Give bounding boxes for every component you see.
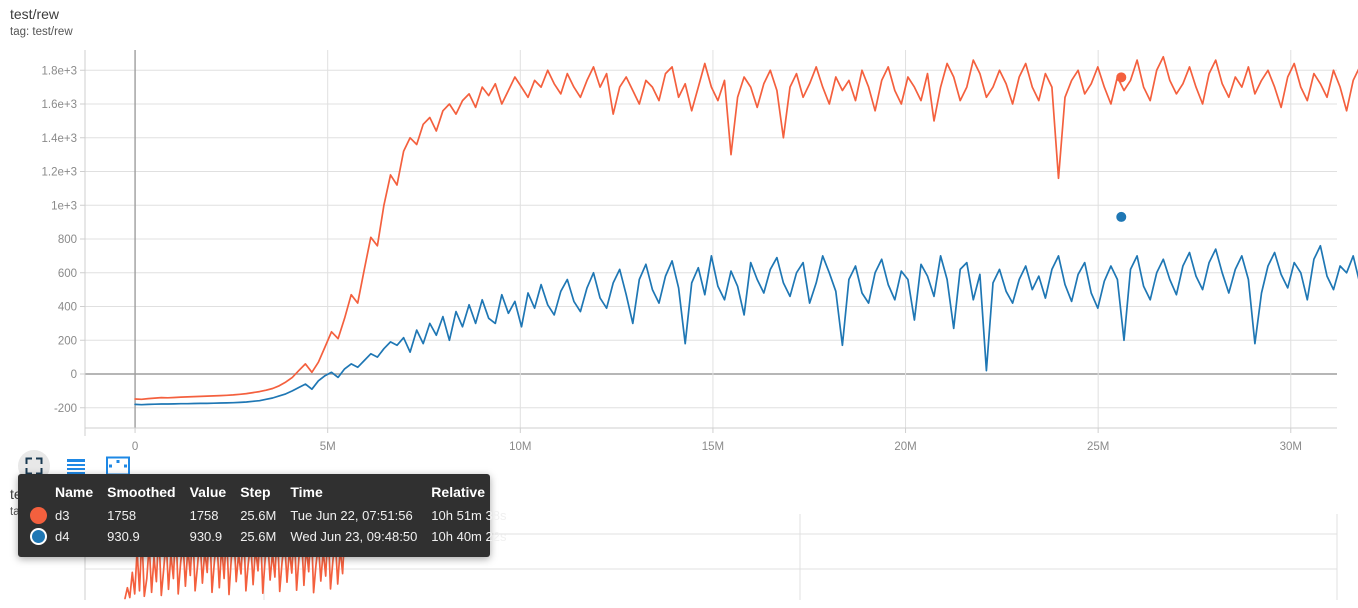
tooltip-th-relative: Relative bbox=[431, 484, 485, 500]
tooltip-cell-relative: 10h 40m 22s bbox=[431, 529, 507, 544]
x-tick-label: 30M bbox=[1280, 441, 1302, 453]
highlight-point-d3 bbox=[1116, 72, 1127, 83]
tooltip-cell-smoothed: 1758 bbox=[107, 508, 137, 523]
y-tick-label: -200 bbox=[54, 403, 77, 415]
y-tick-label: 1.4e+3 bbox=[42, 133, 78, 145]
series-color-swatch bbox=[30, 505, 55, 526]
y-tick-label: 800 bbox=[58, 234, 77, 246]
data-table-button[interactable] bbox=[60, 450, 92, 482]
fit-domain-icon bbox=[106, 456, 130, 476]
tooltip-th-smoothed: Smoothed bbox=[107, 484, 176, 500]
highlight-point-d4 bbox=[1116, 211, 1127, 222]
tooltip-th-step: Step bbox=[240, 484, 271, 500]
y-tick-label: 1.2e+3 bbox=[42, 167, 78, 179]
series-line-d4[interactable] bbox=[134, 217, 1358, 406]
tooltip-cell-smoothed: 930.9 bbox=[107, 529, 140, 544]
series-color-swatch bbox=[30, 526, 55, 547]
y-tick-label: 600 bbox=[58, 268, 77, 280]
tooltip-header-row: Name Smoothed Value Step Time Relative bbox=[30, 484, 520, 505]
tooltip-cell-step: 25.6M bbox=[240, 529, 277, 544]
tooltip-th-value: Value bbox=[189, 484, 227, 500]
tooltip-cell-time: Wed Jun 23, 09:48:50 bbox=[290, 529, 418, 544]
chart-tooltip: Name Smoothed Value Step Time Relative d… bbox=[18, 474, 506, 557]
y-tick-label: 1.8e+3 bbox=[42, 65, 78, 77]
tooltip-cell-name: d4 bbox=[55, 529, 70, 544]
x-tick-label: 25M bbox=[1087, 441, 1109, 453]
tooltip-cell-name: d3 bbox=[55, 508, 70, 523]
x-tick-label: 10M bbox=[509, 441, 531, 453]
data-table-icon bbox=[66, 457, 86, 475]
series-line-d3[interactable] bbox=[134, 55, 1358, 401]
fullscreen-icon bbox=[25, 457, 43, 475]
y-tick-label: 400 bbox=[58, 302, 77, 314]
tooltip-cell-value: 930.9 bbox=[189, 529, 223, 544]
tooltip-cell-value: 1758 bbox=[189, 508, 219, 523]
tooltip-th-time: Time bbox=[290, 484, 323, 500]
x-tick-label: 15M bbox=[702, 441, 724, 453]
tooltip-row: d3 1758 1758 25.6M Tue Jun 22, 07:51:56 10h 5… bbox=[30, 505, 520, 526]
tooltip-table: Name Smoothed Value Step Time Relative d… bbox=[30, 484, 520, 547]
tooltip-th-swatch bbox=[30, 484, 55, 505]
x-tick-label: 5M bbox=[320, 441, 336, 453]
x-tick-label: 0 bbox=[132, 441, 138, 453]
chart-tag-label: tag: test/rew bbox=[10, 26, 73, 38]
page-title: test/rew bbox=[10, 6, 60, 22]
tooltip-cell-relative: 10h 51m 38s bbox=[431, 508, 507, 523]
tooltip-th-name: Name bbox=[55, 484, 94, 500]
y-tick-label: 0 bbox=[71, 369, 77, 381]
x-tick-label: 20M bbox=[894, 441, 916, 453]
y-tick-label: 200 bbox=[58, 335, 77, 347]
y-tick-label: 1.6e+3 bbox=[42, 99, 78, 111]
y-tick-label: 1e+3 bbox=[51, 200, 77, 212]
line-chart-test-rew[interactable]: -200 0 200 400 600 800 1e+3 1.2e+3 1.4e+3 1.6e+3 1… bbox=[0, 0, 1358, 460]
tooltip-cell-time: Tue Jun 22, 07:51:56 bbox=[290, 508, 413, 523]
tooltip-cell-step: 25.6M bbox=[240, 508, 277, 523]
tooltip-row: d4 930.9 930.9 25.6M Wed Jun 23, 09:48:50 10h… bbox=[30, 526, 520, 547]
